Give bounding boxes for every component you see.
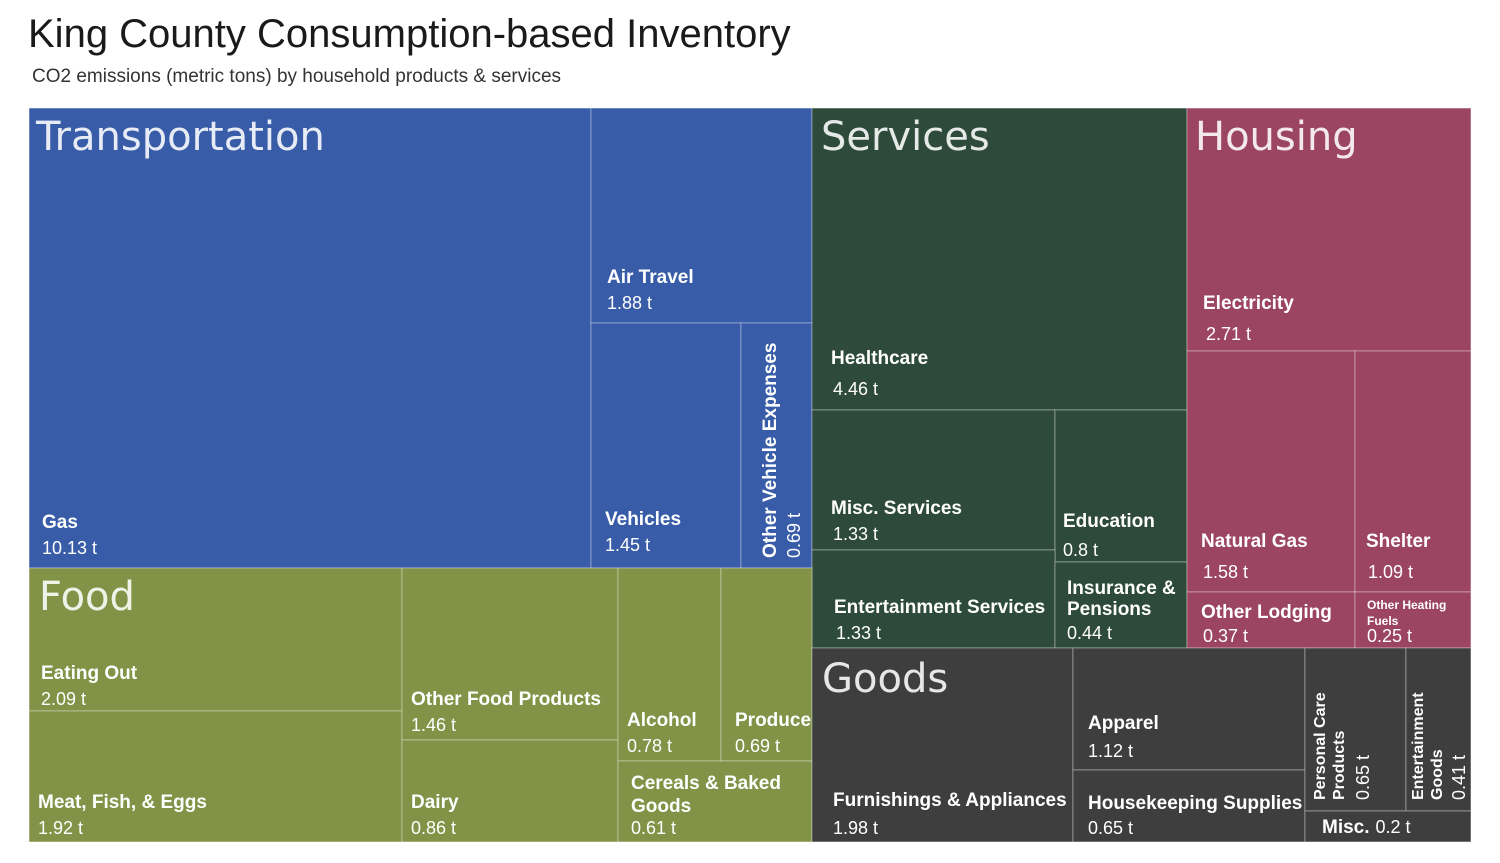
group-label-housing: Housing bbox=[1195, 114, 1358, 160]
cell-value-apparel: 1.12 t bbox=[1088, 741, 1133, 761]
group-housing: Electricity 2.71 t Natural Gas 1.58 t Shelte… bbox=[1186, 107, 1472, 649]
cell-housekeeping-supplies[interactable] bbox=[1072, 769, 1306, 843]
group-food: Eating Out 2.09 t Meat, Fish, & Eggs 1.92 t… bbox=[28, 567, 813, 843]
cell-gas[interactable] bbox=[28, 107, 592, 569]
cell-name-shelter: Shelter bbox=[1366, 531, 1431, 552]
cell-name-education: Education bbox=[1063, 511, 1155, 532]
cell-name-dairy: Dairy bbox=[411, 792, 459, 813]
cell-name-natural-gas: Natural Gas bbox=[1201, 531, 1308, 552]
group-label-goods: Goods bbox=[822, 656, 948, 702]
cell-vehicles[interactable] bbox=[590, 322, 742, 569]
cell-value-eating-out: 2.09 t bbox=[41, 689, 86, 709]
cell-value-other-lodging: 0.37 t bbox=[1203, 626, 1248, 646]
cell-name-alcohol: Alcohol bbox=[627, 710, 697, 731]
treemap-border bbox=[28, 107, 1472, 843]
cell-name-other-heating-fuels: Fuels bbox=[1367, 614, 1399, 628]
cell-value-shelter: 1.09 t bbox=[1368, 562, 1413, 582]
cell-produce[interactable] bbox=[720, 567, 813, 762]
cell-name-personal-care-products: Personal Care bbox=[1312, 692, 1329, 800]
cell-name-furnishings-appliances: Furnishings & Appliances bbox=[833, 790, 1067, 811]
group-goods: Furnishings & Appliances 1.98 t Apparel 1.1… bbox=[811, 647, 1472, 843]
cell-value-produce: 0.69 t bbox=[735, 736, 780, 756]
cell-value-housekeeping-supplies: 0.65 t bbox=[1088, 818, 1133, 838]
cell-education[interactable] bbox=[1054, 409, 1188, 563]
cell-value-misc-services: 1.33 t bbox=[833, 524, 878, 544]
cell-name-other-vehicle-expenses: Other Vehicle Expenses bbox=[760, 343, 781, 558]
cell-name-air-travel: Air Travel bbox=[607, 267, 694, 288]
cell-name-other-food-products: Other Food Products bbox=[411, 689, 601, 710]
cell-entertainment-goods[interactable] bbox=[1405, 647, 1472, 812]
cell-value-education: 0.8 t bbox=[1063, 540, 1098, 560]
cell-alcohol[interactable] bbox=[617, 567, 722, 762]
cell-name-insurance-pensions: Insurance & bbox=[1067, 578, 1176, 599]
cell-value-cereals-baked-goods: 0.61 t bbox=[631, 818, 676, 838]
cell-value-other-heating-fuels: 0.25 t bbox=[1367, 626, 1412, 646]
chart-subtitle: CO2 emissions (metric tons) by household… bbox=[32, 66, 562, 87]
cell-name-personal-care-products: Products bbox=[1331, 731, 1348, 800]
cell-eating-out[interactable] bbox=[28, 567, 403, 712]
cell-value-other-food-products: 1.46 t bbox=[411, 715, 456, 735]
cell-value-vehicles: 1.45 t bbox=[605, 535, 650, 555]
cell-value-healthcare: 4.46 t bbox=[833, 379, 878, 399]
group-services: Healthcare 4.46 t Misc. Services 1.33 t Educ… bbox=[811, 107, 1188, 649]
cell-name-vehicles: Vehicles bbox=[605, 509, 681, 530]
cell-name-entertainment-services: Entertainment Services bbox=[834, 597, 1045, 618]
cell-value-dairy: 0.86 t bbox=[411, 818, 456, 838]
cell-cereals-baked-goods[interactable] bbox=[617, 760, 813, 843]
cell-furnishings-appliances[interactable] bbox=[811, 647, 1074, 843]
group-label-food: Food bbox=[39, 574, 135, 620]
cell-value-furnishings-appliances: 1.98 t bbox=[833, 818, 878, 838]
cell-apparel[interactable] bbox=[1072, 647, 1306, 771]
group-label-services: Services bbox=[821, 114, 990, 160]
cell-entertainment-services[interactable] bbox=[811, 549, 1056, 649]
cell-name-misc-services: Misc. Services bbox=[831, 498, 962, 519]
cell-value-other-vehicle-expenses: 0.69 t bbox=[784, 513, 804, 558]
cell-value-air-travel: 1.88 t bbox=[607, 293, 652, 313]
cell-value-electricity: 2.71 t bbox=[1206, 324, 1251, 344]
cell-value-gas: 10.13 t bbox=[42, 538, 97, 558]
cell-name-entertainment-goods: Entertainment bbox=[1410, 692, 1427, 800]
cell-value-insurance-pensions: 0.44 t bbox=[1067, 623, 1112, 643]
cell-value-natural-gas: 1.58 t bbox=[1203, 562, 1248, 582]
cell-name-apparel: Apparel bbox=[1088, 713, 1159, 734]
cell-name-insurance-pensions: Pensions bbox=[1067, 599, 1151, 620]
cell-natural-gas[interactable] bbox=[1186, 350, 1356, 593]
cell-name-healthcare: Healthcare bbox=[831, 348, 928, 369]
cell-dairy[interactable] bbox=[401, 739, 619, 843]
cell-value-personal-care-products: 0.65 t bbox=[1353, 755, 1373, 800]
cell-name-cereals-baked-goods: Cereals & Baked bbox=[631, 773, 781, 794]
cell-value-entertainment-services: 1.33 t bbox=[836, 623, 881, 643]
cell-misc[interactable] bbox=[1304, 810, 1472, 843]
cell-name-meat-fish-eggs: Meat, Fish, & Eggs bbox=[38, 792, 207, 813]
cell-other-heating-fuels[interactable] bbox=[1354, 591, 1472, 649]
cell-label-misc: Misc. 0.2 t bbox=[1322, 817, 1411, 838]
cell-air-travel[interactable] bbox=[590, 107, 813, 324]
group-transportation: Gas 10.13 t Air Travel 1.88 t Vehicles 1.45 t… bbox=[28, 107, 813, 569]
cell-shelter[interactable] bbox=[1354, 350, 1472, 593]
cell-value-entertainment-goods: 0.41 t bbox=[1449, 755, 1469, 800]
cell-electricity[interactable] bbox=[1186, 107, 1472, 352]
cell-other-lodging[interactable] bbox=[1186, 591, 1356, 649]
cell-meat-fish-eggs[interactable] bbox=[28, 710, 403, 843]
chart-title: King County Consumption-based Inventory bbox=[28, 12, 791, 56]
cell-name-eating-out: Eating Out bbox=[41, 663, 138, 684]
cell-name-cereals-baked-goods: Goods bbox=[631, 796, 691, 817]
cell-name-housekeeping-supplies: Housekeeping Supplies bbox=[1088, 793, 1302, 814]
cell-value-meat-fish-eggs: 1.92 t bbox=[38, 818, 83, 838]
cell-name-other-heating-fuels: Other Heating bbox=[1367, 598, 1446, 612]
cell-name-electricity: Electricity bbox=[1203, 293, 1294, 314]
cell-name-gas: Gas bbox=[42, 512, 78, 533]
cell-other-food-products[interactable] bbox=[401, 567, 619, 741]
cell-name-other-lodging: Other Lodging bbox=[1201, 602, 1332, 623]
group-label-transportation: Transportation bbox=[35, 114, 325, 160]
cell-healthcare[interactable] bbox=[811, 107, 1188, 411]
cell-name-produce: Produce bbox=[735, 710, 811, 731]
cell-value-alcohol: 0.78 t bbox=[627, 736, 672, 756]
cell-name-entertainment-goods: Goods bbox=[1429, 749, 1446, 800]
